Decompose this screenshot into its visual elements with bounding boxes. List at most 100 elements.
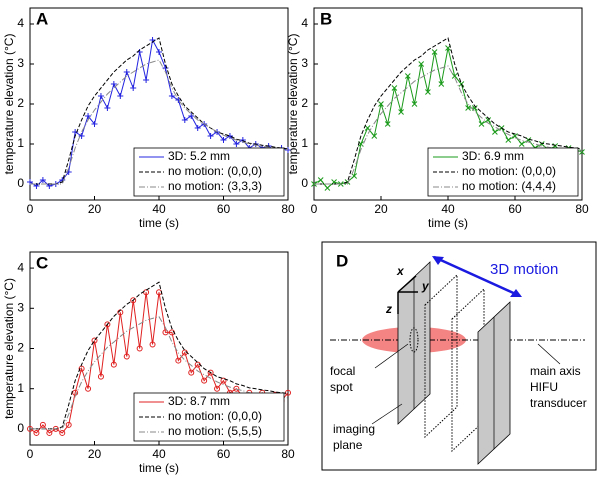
marker (384, 121, 391, 127)
pointer (374, 343, 409, 369)
marker (324, 185, 331, 191)
x-tick-label: 80 (575, 202, 589, 216)
marker (478, 121, 485, 127)
series-line (30, 281, 289, 430)
marker (130, 85, 137, 91)
marker (233, 141, 240, 147)
x-axis-label: time (s) (139, 216, 179, 230)
chart-panel: 0 20 40 60 80 0 1 2 3 4 time (s) temperature elevat… (2, 251, 295, 475)
motion-arrow (433, 255, 521, 298)
marker (110, 361, 117, 368)
annotation: focal (330, 364, 355, 378)
marker (91, 121, 98, 127)
y-tick-label: 2 (17, 341, 24, 355)
y-tick-label: 1 (17, 381, 24, 395)
legend-label: 3D: 5.2 mm (168, 149, 230, 163)
legend-label: no motion: (3,3,3) (168, 179, 262, 193)
x-tick-label: 40 (441, 202, 455, 216)
x-tick-label: 20 (88, 202, 102, 216)
marker (91, 337, 98, 344)
marker (505, 137, 512, 143)
y-tick-label: 0 (17, 421, 24, 435)
annotation: spot (330, 380, 353, 394)
marker (404, 73, 411, 79)
marker (425, 89, 431, 95)
annotation: HIFU (530, 380, 558, 394)
legend-label: no motion: (5,5,5) (168, 424, 262, 438)
legend-label: no motion: (0,0,0) (168, 409, 262, 423)
x-axis-label: time (s) (139, 461, 179, 475)
marker (65, 421, 72, 428)
diagram-frame (321, 241, 597, 471)
marker (579, 149, 585, 155)
motion-label: 3D motion (490, 261, 558, 278)
marker (117, 93, 124, 99)
marker (233, 385, 240, 392)
x-tick-label: 0 (27, 202, 34, 216)
marker (168, 93, 175, 99)
arrowhead (432, 256, 444, 265)
legend-label: no motion: (4,4,4) (462, 179, 556, 193)
marker (492, 129, 498, 135)
marker (123, 69, 130, 75)
marker (78, 365, 85, 372)
marker (162, 65, 169, 71)
focal-outline (409, 327, 419, 353)
y-tick-label: 3 (301, 56, 308, 70)
y-tick-label: 4 (301, 16, 308, 30)
panel-label: B (320, 9, 332, 28)
x-tick-label: 60 (217, 202, 231, 216)
marker (317, 177, 324, 183)
marker (371, 133, 378, 139)
pointer (371, 403, 403, 425)
panel-label: C (36, 253, 48, 272)
marker (201, 377, 208, 384)
marker (188, 113, 195, 119)
chart-panel: 0 20 40 60 80 0 1 2 3 4 time (s) temperature elevat… (2, 7, 295, 230)
y-tick-label: 0 (17, 176, 24, 190)
marker (104, 105, 111, 111)
marker (110, 81, 117, 87)
marker (418, 61, 425, 67)
legend-label: 3D: 6.9 mm (462, 149, 524, 163)
marker (85, 113, 92, 119)
marker (438, 81, 445, 87)
marker (220, 137, 227, 143)
series-line (314, 37, 583, 185)
marker (143, 77, 150, 83)
marker (285, 147, 291, 153)
marker (451, 73, 458, 79)
chart-panel: 0 20 40 60 80 0 1 2 3 4 time (s) temperature elevat… (286, 7, 589, 230)
marker (175, 357, 182, 364)
marker (194, 125, 201, 131)
marker (220, 377, 227, 384)
arrowhead (510, 289, 522, 297)
y-tick-label: 1 (301, 136, 308, 150)
marker (59, 429, 66, 436)
marker (33, 429, 40, 436)
legend-label: no motion: (0,0,0) (168, 164, 262, 178)
x-tick-label: 60 (508, 202, 522, 216)
annotation: main axis (530, 364, 581, 378)
marker (364, 125, 371, 131)
marker (136, 345, 143, 352)
x-tick-label: 20 (374, 202, 388, 216)
marker (130, 297, 137, 304)
marker (214, 385, 221, 392)
marker (207, 369, 214, 376)
x-arrow (397, 275, 417, 293)
marker (188, 369, 195, 376)
marker (39, 177, 46, 183)
x-tick-label: 40 (152, 202, 166, 216)
marker (162, 329, 169, 336)
marker (39, 421, 46, 428)
panel-label: D (336, 251, 348, 270)
pointer (537, 343, 561, 365)
series-line (30, 316, 289, 430)
legend-label: 3D: 8.7 mm (168, 394, 230, 408)
marker (391, 85, 398, 91)
x-tick-label: 40 (152, 447, 166, 461)
